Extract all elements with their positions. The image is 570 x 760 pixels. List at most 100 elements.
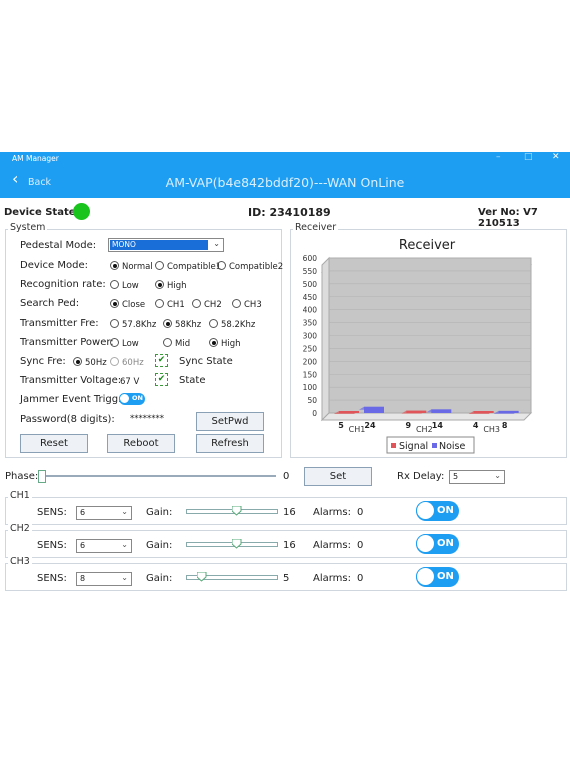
chevron-down-icon: ⌄ <box>121 573 128 582</box>
channel-name: CH2 <box>8 523 32 534</box>
radio-selected-icon <box>110 261 119 270</box>
close-button[interactable]: ✕ <box>552 152 560 162</box>
phase-slider[interactable] <box>38 475 276 477</box>
channel-toggle[interactable]: ON <box>416 567 459 587</box>
radio-icon <box>232 299 241 308</box>
jammer-toggle[interactable]: ON <box>119 393 145 405</box>
sens-select[interactable]: 6 ⌄ <box>76 506 132 520</box>
y-tick-label: 50 <box>307 396 317 405</box>
receiver-group <box>290 229 567 458</box>
y-tick-label: 550 <box>303 267 318 276</box>
bar-noise-ch1 <box>364 406 384 413</box>
system-group <box>5 229 282 458</box>
power-low-radio[interactable]: Low <box>110 338 139 349</box>
radio-icon <box>217 261 226 270</box>
password-label: Password(8 digits): <box>20 414 115 425</box>
device-mode-compatible2-radio[interactable]: Compatible2 <box>217 261 283 272</box>
device-state-label: Device State: <box>4 207 80 218</box>
device-state-indicator <box>73 203 90 220</box>
sync-state-check-icon: ✔ <box>155 354 168 367</box>
radio-icon <box>155 261 164 270</box>
transmitter-voltage-value: 67 V <box>120 377 140 387</box>
radio-selected-icon <box>73 357 82 366</box>
recognition-low-radio[interactable]: Low <box>110 280 139 291</box>
sens-select[interactable]: 8 ⌄ <box>76 572 132 586</box>
receiver-chart: Receiver 0 50 100 150 200 250 300 350 400 450 500 5… <box>303 238 533 454</box>
toggle-knob <box>416 501 435 520</box>
refresh-button[interactable]: Refresh <box>196 434 264 453</box>
channel-toggle-label: ON <box>437 505 454 516</box>
sens-value: 8 <box>80 574 86 583</box>
transmitter-power-label: Transmitter Power: <box>20 337 114 348</box>
back-button[interactable]: ‹ Back <box>8 169 53 192</box>
app-header: ‹ Back AM-VAP(b4e842bddf20)---WAN OnLine <box>0 166 570 198</box>
set-button[interactable]: Set <box>304 467 372 486</box>
radio-icon <box>155 299 164 308</box>
gain-slider-thumb[interactable] <box>231 505 241 516</box>
y-tick-label: 600 <box>303 254 318 263</box>
gain-slider-thumb[interactable] <box>196 571 207 582</box>
reboot-button[interactable]: Reboot <box>107 434 175 453</box>
x-tick-label: CH3 <box>483 425 500 434</box>
pedestal-mode-label: Pedestal Mode: <box>20 240 97 251</box>
chart-legend <box>386 436 475 454</box>
radio-selected-icon <box>155 280 164 289</box>
y-tick-label: 200 <box>303 357 318 366</box>
system-group-label: System <box>8 222 48 233</box>
reset-button[interactable]: Reset <box>20 434 88 453</box>
power-mid-radio[interactable]: Mid <box>163 338 190 349</box>
search-ped-close-radio[interactable]: Close <box>110 299 145 310</box>
phase-slider-thumb[interactable] <box>38 470 46 483</box>
app-title: AM-VAP(b4e842bddf20)---WAN OnLine <box>165 175 405 190</box>
y-tick-label: 0 <box>312 409 317 418</box>
rx-delay-select[interactable]: 5 ⌄ <box>449 470 505 484</box>
search-ped-ch2-radio[interactable]: CH2 <box>192 299 222 310</box>
fre-58-2-radio[interactable]: 58.2Khz <box>209 319 255 330</box>
window-title: AM Manager <box>12 154 59 163</box>
power-high-radio[interactable]: High <box>209 338 241 349</box>
alarms-value: 0 <box>357 573 364 584</box>
channel-toggle-label: ON <box>437 571 454 582</box>
sync-50hz-radio[interactable]: 50Hz <box>73 357 107 368</box>
data-label: 8 <box>502 421 508 430</box>
maximize-button[interactable]: □ <box>524 152 533 162</box>
toggle-knob <box>416 534 435 553</box>
y-tick-label: 450 <box>303 293 318 302</box>
search-ped-label: Search Ped: <box>20 298 80 309</box>
radio-icon <box>110 280 119 289</box>
password-field[interactable]: ******** <box>130 414 164 424</box>
y-tick-label: 400 <box>303 306 318 315</box>
receiver-group-label: Receiver <box>293 222 339 233</box>
gain-slider[interactable] <box>186 575 278 580</box>
minimize-button[interactable]: – <box>496 152 501 162</box>
phase-value: 0 <box>283 471 290 482</box>
radio-icon <box>209 319 218 328</box>
channel-group <box>5 530 567 558</box>
search-ped-ch3-radio[interactable]: CH3 <box>232 299 262 310</box>
device-mode-compatible1-radio[interactable]: Compatible1 <box>155 261 221 272</box>
radio-icon <box>110 338 119 347</box>
sync-fre-label: Sync Fre: <box>20 356 66 367</box>
channel-toggle[interactable]: ON <box>416 534 459 554</box>
device-mode-normal-radio[interactable]: Normal <box>110 261 153 272</box>
x-tick-label: CH2 <box>416 425 433 434</box>
y-axis: 0 50 100 150 200 250 300 350 400 450 500 550 600 <box>303 254 318 418</box>
pedestal-mode-select[interactable]: MONO ⌄ <box>108 238 224 252</box>
setpwd-button[interactable]: SetPwd <box>196 412 264 431</box>
recognition-rate-label: Recognition rate: <box>20 279 106 290</box>
fre-57-8-radio[interactable]: 57.8Khz <box>110 319 156 330</box>
device-mode-label: Device Mode: <box>20 260 88 271</box>
bar-top-face <box>359 406 384 410</box>
data-label: 24 <box>364 421 376 430</box>
sens-label: SENS: <box>37 507 67 518</box>
search-ped-ch1-radio[interactable]: CH1 <box>155 299 185 310</box>
channel-toggle[interactable]: ON <box>416 501 459 521</box>
gain-slider-thumb[interactable] <box>231 538 241 549</box>
sens-select[interactable]: 6 ⌄ <box>76 539 132 553</box>
transmitter-fre-label: Transmitter Fre: <box>20 318 99 329</box>
legend-signal-swatch <box>391 443 396 448</box>
sync-60hz-radio[interactable]: 60Hz <box>110 357 144 368</box>
fre-58-radio[interactable]: 58Khz <box>163 319 201 330</box>
recognition-high-radio[interactable]: High <box>155 280 187 291</box>
